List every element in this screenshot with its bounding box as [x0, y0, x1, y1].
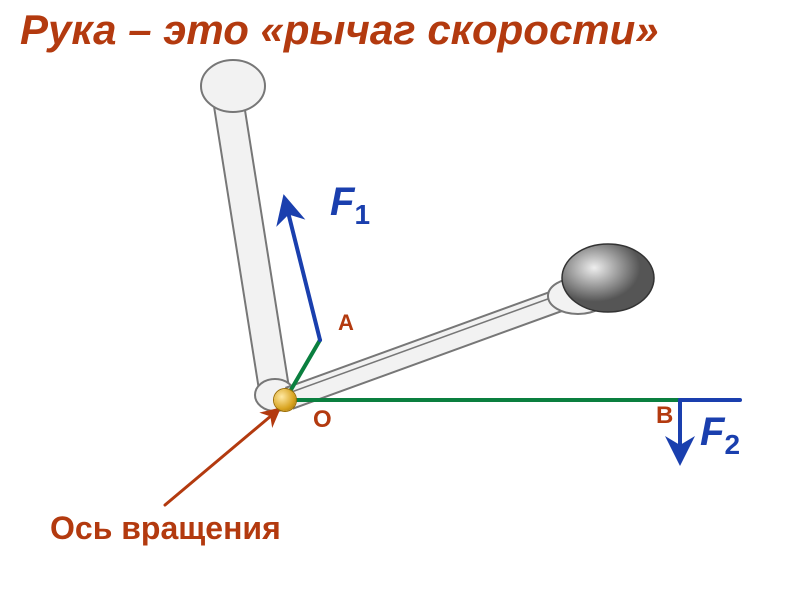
- arm-bones: [201, 60, 654, 411]
- force-f2-label: F2: [700, 410, 740, 461]
- force-f2-letter: F: [700, 410, 724, 454]
- force-f1-label: F1: [330, 180, 370, 231]
- force-f1-letter: F: [330, 180, 354, 224]
- force-f1-arrow: [285, 200, 320, 340]
- force-f1-sub: 1: [354, 199, 370, 230]
- point-a-label: А: [338, 310, 354, 336]
- force-f2-sub: 2: [724, 429, 740, 460]
- diagram-stage: Рука – это «рычаг скорости» F1 F2 О А: [0, 0, 800, 600]
- pivot-point: [274, 389, 296, 411]
- axis-label: Ось вращения: [50, 510, 281, 547]
- point-o-label: О: [313, 406, 332, 434]
- point-b-label: В: [656, 402, 673, 430]
- axis-arrow: [165, 410, 278, 505]
